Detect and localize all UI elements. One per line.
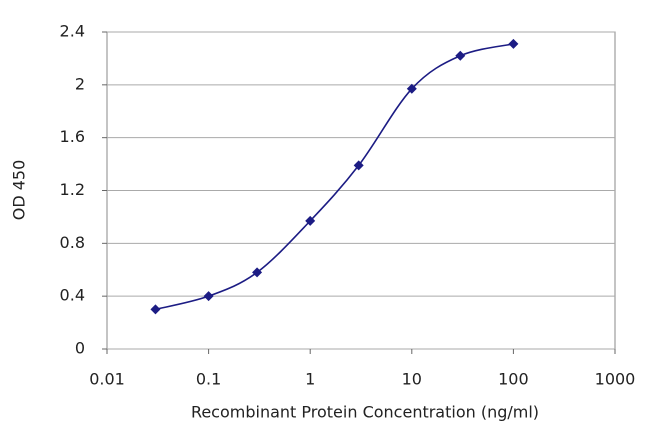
data-point	[508, 38, 519, 49]
x-tick-label: 10	[402, 370, 422, 389]
x-axis-label: Recombinant Protein Concentration (ng/ml…	[191, 403, 539, 422]
y-tick-label: 0.8	[60, 233, 85, 252]
x-tick-label: 1	[305, 370, 315, 389]
x-tick-label: 0.01	[89, 370, 125, 389]
data-point	[353, 160, 364, 171]
data-point	[252, 267, 263, 278]
data-point	[203, 291, 214, 302]
x-tick-label: 1000	[595, 370, 636, 389]
y-tick-label: 2	[75, 74, 85, 93]
data-point	[305, 215, 316, 226]
data-point	[455, 50, 466, 61]
y-tick-label: 1.6	[60, 127, 85, 146]
x-tick-label: 100	[498, 370, 529, 389]
data-point	[406, 83, 417, 94]
x-tick-label: 0.1	[196, 370, 221, 389]
y-tick-label: 0	[75, 339, 85, 358]
y-tick-label: 2.4	[60, 22, 85, 41]
y-tick-label: 1.2	[60, 180, 85, 199]
data-point	[150, 304, 161, 315]
y-axis-label: OD 450	[10, 160, 29, 221]
series-line	[155, 43, 514, 311]
y-tick-label: 0.4	[60, 286, 85, 305]
